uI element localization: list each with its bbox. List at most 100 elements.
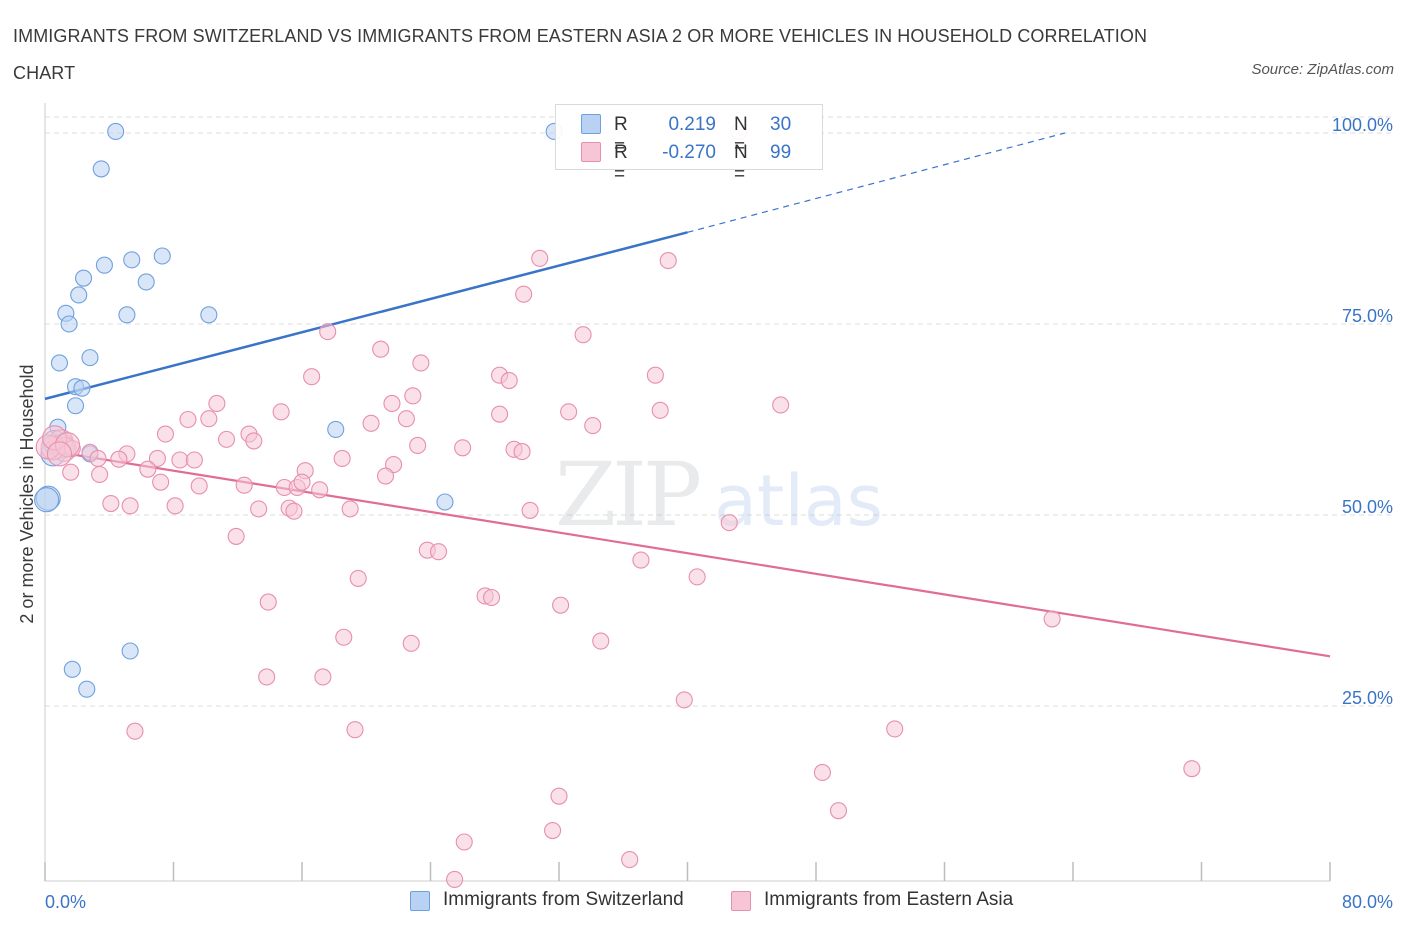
point-eastern-asia[interactable] xyxy=(171,451,189,469)
point-eastern-asia[interactable] xyxy=(190,477,208,495)
point-eastern-asia[interactable] xyxy=(574,326,592,344)
point-eastern-asia[interactable] xyxy=(250,500,268,518)
point-switzerland[interactable] xyxy=(123,251,141,269)
point-eastern-asia[interactable] xyxy=(886,720,904,738)
point-eastern-asia[interactable] xyxy=(482,588,501,607)
point-switzerland[interactable] xyxy=(118,306,136,324)
point-eastern-asia[interactable] xyxy=(110,450,128,468)
point-eastern-asia[interactable] xyxy=(397,410,415,428)
point-eastern-asia[interactable] xyxy=(402,634,420,652)
point-eastern-asia[interactable] xyxy=(179,410,197,429)
point-eastern-asia[interactable] xyxy=(335,628,353,646)
point-switzerland[interactable] xyxy=(107,122,125,141)
point-eastern-asia[interactable] xyxy=(772,396,790,414)
point-eastern-asia[interactable] xyxy=(346,721,364,739)
point-switzerland[interactable] xyxy=(200,306,218,324)
point-eastern-asia[interactable] xyxy=(314,668,332,686)
point-eastern-asia[interactable] xyxy=(1183,760,1201,778)
point-eastern-asia[interactable] xyxy=(91,465,109,484)
point-eastern-asia[interactable] xyxy=(409,436,427,455)
point-eastern-asia[interactable] xyxy=(829,802,848,820)
point-eastern-asia[interactable] xyxy=(46,441,73,467)
point-eastern-asia[interactable] xyxy=(303,368,321,386)
point-eastern-asia[interactable] xyxy=(376,467,395,485)
point-eastern-asia[interactable] xyxy=(362,414,380,432)
point-eastern-asia[interactable] xyxy=(552,596,570,614)
point-eastern-asia[interactable] xyxy=(454,439,472,457)
point-eastern-asia[interactable] xyxy=(139,460,157,478)
point-eastern-asia[interactable] xyxy=(272,403,290,421)
point-eastern-asia[interactable] xyxy=(592,632,610,650)
point-eastern-asia[interactable] xyxy=(813,763,831,782)
point-eastern-asia[interactable] xyxy=(152,473,170,491)
point-switzerland[interactable] xyxy=(121,642,139,660)
point-eastern-asia[interactable] xyxy=(720,514,738,532)
point-eastern-asia[interactable] xyxy=(621,851,639,869)
point-switzerland[interactable] xyxy=(436,493,454,511)
point-switzerland[interactable] xyxy=(95,256,113,274)
point-eastern-asia[interactable] xyxy=(560,403,578,421)
point-eastern-asia[interactable] xyxy=(217,430,236,448)
point-eastern-asia[interactable] xyxy=(521,501,539,519)
point-eastern-asia[interactable] xyxy=(659,252,677,270)
point-eastern-asia[interactable] xyxy=(285,502,303,520)
point-eastern-asia[interactable] xyxy=(429,543,448,561)
point-eastern-asia[interactable] xyxy=(412,354,430,372)
point-eastern-asia[interactable] xyxy=(102,494,120,513)
point-eastern-asia[interactable] xyxy=(688,568,706,586)
point-eastern-asia[interactable] xyxy=(200,410,218,428)
point-eastern-asia[interactable] xyxy=(227,527,245,545)
point-eastern-asia[interactable] xyxy=(235,476,253,494)
point-eastern-asia[interactable] xyxy=(185,451,203,469)
point-switzerland[interactable] xyxy=(81,349,99,367)
point-eastern-asia[interactable] xyxy=(319,323,337,341)
point-eastern-asia[interactable] xyxy=(651,401,669,419)
point-switzerland[interactable] xyxy=(34,487,60,513)
point-eastern-asia[interactable] xyxy=(126,722,144,740)
point-eastern-asia[interactable] xyxy=(166,497,184,515)
point-eastern-asia[interactable] xyxy=(148,449,166,468)
point-switzerland[interactable] xyxy=(92,160,110,178)
point-eastern-asia[interactable] xyxy=(491,405,509,423)
point-eastern-asia[interactable] xyxy=(156,425,175,443)
point-eastern-asia[interactable] xyxy=(500,371,518,390)
point-eastern-asia[interactable] xyxy=(404,387,422,405)
point-eastern-asia[interactable] xyxy=(632,551,650,569)
point-eastern-asia[interactable] xyxy=(455,833,473,851)
point-switzerland[interactable] xyxy=(75,269,93,287)
point-switzerland[interactable] xyxy=(70,286,88,304)
point-eastern-asia[interactable] xyxy=(544,821,562,840)
point-eastern-asia[interactable] xyxy=(208,394,226,413)
point-switzerland[interactable] xyxy=(137,273,155,291)
point-eastern-asia[interactable] xyxy=(349,569,367,587)
point-eastern-asia[interactable] xyxy=(293,473,311,491)
point-eastern-asia[interactable] xyxy=(515,285,533,303)
point-eastern-asia[interactable] xyxy=(62,463,80,481)
point-eastern-asia[interactable] xyxy=(550,787,568,805)
point-eastern-asia[interactable] xyxy=(245,432,263,450)
point-switzerland[interactable] xyxy=(153,247,171,265)
point-eastern-asia[interactable] xyxy=(259,593,277,611)
point-eastern-asia[interactable] xyxy=(1043,610,1061,628)
point-switzerland[interactable] xyxy=(63,660,81,678)
point-eastern-asia[interactable] xyxy=(121,497,139,515)
point-eastern-asia[interactable] xyxy=(383,394,401,413)
point-switzerland[interactable] xyxy=(50,354,69,372)
point-eastern-asia[interactable] xyxy=(311,481,329,499)
point-eastern-asia[interactable] xyxy=(89,449,107,468)
point-switzerland[interactable] xyxy=(327,420,345,438)
point-switzerland[interactable] xyxy=(66,397,85,415)
point-eastern-asia[interactable] xyxy=(333,449,351,468)
point-eastern-asia[interactable] xyxy=(258,668,276,686)
point-eastern-asia[interactable] xyxy=(513,443,531,461)
point-eastern-asia[interactable] xyxy=(341,500,359,518)
point-switzerland[interactable] xyxy=(60,315,78,333)
point-eastern-asia[interactable] xyxy=(675,691,693,709)
point-eastern-asia[interactable] xyxy=(584,417,602,435)
point-switzerland[interactable] xyxy=(78,680,96,698)
point-eastern-asia[interactable] xyxy=(372,340,390,358)
point-switzerland[interactable] xyxy=(73,379,91,397)
point-eastern-asia[interactable] xyxy=(446,870,464,888)
point-eastern-asia[interactable] xyxy=(531,249,549,267)
point-eastern-asia[interactable] xyxy=(646,366,664,384)
